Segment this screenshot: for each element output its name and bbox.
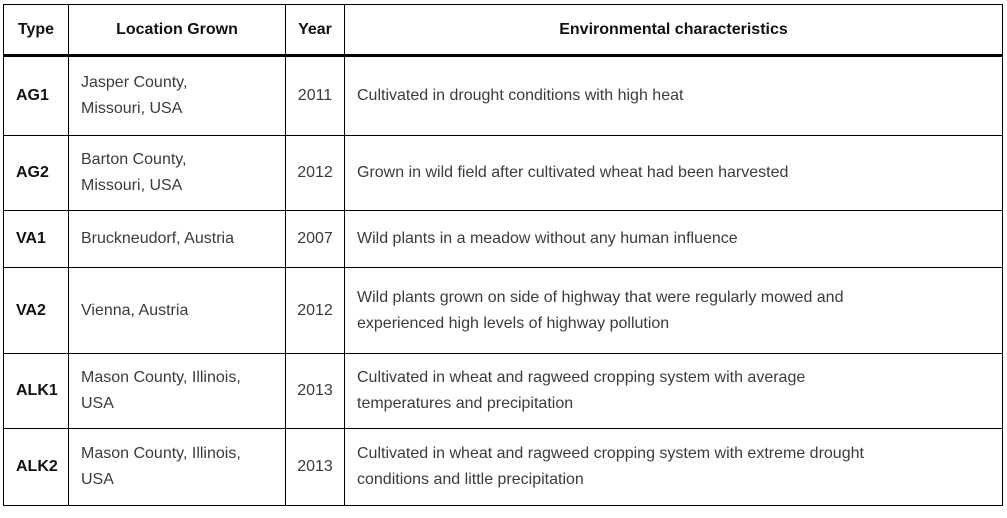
cell-location: Jasper County, Missouri, USA [68,55,286,136]
table-body: AG1 Jasper County, Missouri, USA 2011 Cu… [3,55,1003,506]
cell-environmental-characteristics: Cultivated in wheat and ragweed cropping… [344,428,1003,506]
cell-location: Mason County, Illinois, USA [68,353,286,429]
cell-location: Vienna, Austria [68,267,286,354]
column-header-year: Year [285,4,345,57]
cell-year: 2012 [285,135,345,211]
table-header: Type Location Grown Year Environmental c… [3,4,1003,57]
cell-environmental-characteristics: Grown in wild field after cultivated whe… [344,135,1003,211]
cell-year: 2013 [285,353,345,429]
cell-type: AG1 [3,55,69,136]
cell-environmental-characteristics: Cultivated in drought conditions with hi… [344,55,1003,136]
table-row: AG1 Jasper County, Missouri, USA 2011 Cu… [3,55,1003,136]
table-container: Type Location Grown Year Environmental c… [3,4,1003,506]
cell-environmental-characteristics: Wild plants grown on side of highway tha… [344,267,1003,354]
cell-environmental-characteristics: Cultivated in wheat and ragweed cropping… [344,353,1003,429]
cell-year: 2013 [285,428,345,506]
environmental-characteristics-table: Type Location Grown Year Environmental c… [3,4,1003,506]
cell-year: 2012 [285,267,345,354]
cell-location: Mason County, Illinois, USA [68,428,286,506]
table-row: VA1 Bruckneudorf, Austria 2007 Wild plan… [3,210,1003,268]
cell-environmental-characteristics: Wild plants in a meadow without any huma… [344,210,1003,268]
table-row: ALK2 Mason County, Illinois, USA 2013 Cu… [3,428,1003,506]
table-row: ALK1 Mason County, Illinois, USA 2013 Cu… [3,353,1003,429]
header-row: Type Location Grown Year Environmental c… [3,4,1003,57]
cell-year: 2011 [285,55,345,136]
column-header-type: Type [3,4,69,57]
cell-type: VA2 [3,267,69,354]
column-header-environmental-characteristics: Environmental characteristics [344,4,1003,57]
table-row: VA2 Vienna, Austria 2012 Wild plants gro… [3,267,1003,354]
cell-type: AG2 [3,135,69,211]
cell-type: ALK1 [3,353,69,429]
cell-type: ALK2 [3,428,69,506]
cell-location: Barton County, Missouri, USA [68,135,286,211]
cell-type: VA1 [3,210,69,268]
column-header-location-grown: Location Grown [68,4,286,57]
cell-year: 2007 [285,210,345,268]
cell-location: Bruckneudorf, Austria [68,210,286,268]
table-row: AG2 Barton County, Missouri, USA 2012 Gr… [3,135,1003,211]
